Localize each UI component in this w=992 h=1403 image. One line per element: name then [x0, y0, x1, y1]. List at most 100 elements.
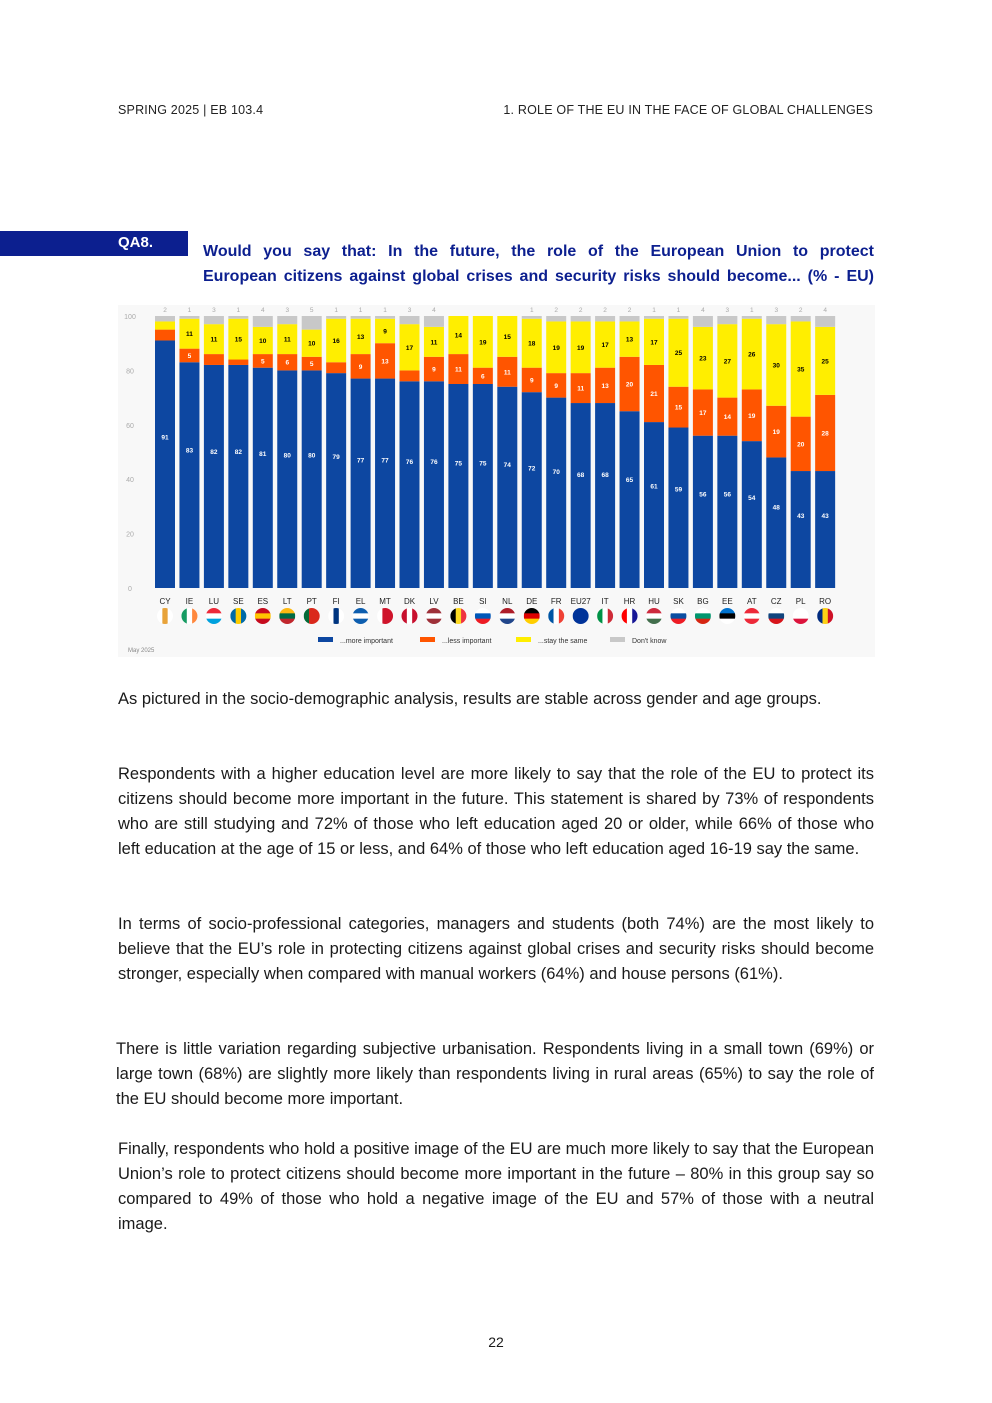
data-label: 25: [822, 358, 830, 365]
bar-segment-EL-1: [350, 354, 371, 379]
data-label: 56: [699, 492, 707, 499]
data-label: 80: [284, 452, 292, 459]
flag-icon-CY: [157, 608, 173, 624]
bar-segment-LT-0: [277, 370, 298, 588]
flag-icon-HU: [646, 608, 662, 624]
bar-segment-SI-1: [472, 367, 493, 384]
data-label: 75: [479, 461, 487, 468]
data-label: 35: [797, 367, 805, 374]
dont-know-label: 2: [579, 307, 583, 314]
legend-label: ...stay the same: [538, 638, 588, 645]
data-label: 26: [748, 352, 756, 359]
flag-icon-LV: [425, 608, 442, 624]
bar-segment-AT-3: [741, 316, 762, 319]
dont-know-label: 2: [628, 307, 632, 314]
header-right: 1. ROLE OF THE EU IN THE FACE OF GLOBAL …: [503, 103, 873, 117]
bar-segment-LV-2: [423, 326, 444, 357]
bar-segment-SK-1: [668, 386, 689, 428]
data-label: 19: [479, 339, 487, 346]
legend-label: ...less important: [442, 638, 491, 645]
data-label: 17: [406, 345, 414, 352]
legend-label: Don't know: [632, 638, 667, 645]
dont-know-label: 2: [554, 307, 558, 314]
flag-icon-SI: [474, 608, 491, 624]
bar-segment-AT-2: [741, 318, 762, 390]
bar-segment-EL-3: [350, 316, 371, 319]
bar-segment-BG-0: [692, 435, 713, 588]
bar-segment-MT-2: [375, 318, 396, 344]
data-label: 77: [381, 457, 389, 464]
flag-icon-IT: [597, 608, 614, 624]
bar-segment-LV-0: [423, 381, 444, 588]
bar-segment-PT-0: [301, 370, 322, 588]
data-label: 13: [601, 383, 609, 390]
data-label: 48: [773, 505, 781, 512]
bar-segment-MT-1: [375, 343, 396, 379]
flag-icon-BG: [694, 608, 711, 624]
data-label: 9: [359, 364, 363, 371]
legend-swatch: [516, 637, 531, 642]
flag-icon-DE: [523, 608, 540, 624]
paragraph-1: As pictured in the socio-demographic ana…: [118, 690, 822, 708]
bar-segment-SK-3: [668, 316, 689, 319]
flag-icon-SE: [230, 608, 247, 624]
bar-segment-HU-0: [644, 422, 664, 588]
bar-segment-CY-0: [155, 340, 175, 588]
data-label: 20: [626, 382, 634, 389]
question-line-2: European citizens against global crises …: [203, 268, 874, 285]
bar-segment-HU-1: [644, 364, 664, 423]
flag-icon-FR: [548, 608, 565, 624]
bar-segment-FI-0: [326, 373, 347, 588]
data-label: 76: [430, 459, 438, 466]
bar-segment-PL-2: [790, 321, 811, 417]
bar-segment-HU-2: [644, 318, 664, 365]
data-label: 81: [259, 451, 267, 458]
data-label: 19: [773, 429, 781, 436]
data-label: 13: [626, 337, 634, 344]
bar-segment-PL-3: [790, 316, 811, 322]
flag-icon-HR: [621, 608, 638, 624]
flag-icon-EL: [352, 608, 369, 624]
bar-segment-PT-2: [301, 329, 322, 357]
data-label: 9: [554, 383, 558, 390]
category-label: FI: [333, 597, 340, 606]
bar-segment-LU-0: [203, 364, 224, 588]
category-label: CY: [159, 597, 171, 606]
bar-segment-EE-0: [717, 435, 738, 588]
data-label: 11: [210, 337, 217, 344]
bar-segment-IT-0: [595, 403, 616, 588]
data-label: 11: [284, 337, 291, 344]
flag-icon-DK: [401, 608, 418, 624]
dont-know-label: 1: [188, 307, 192, 314]
data-label: 13: [357, 334, 365, 341]
data-label: 15: [504, 334, 512, 341]
category-label: EL: [356, 597, 366, 606]
bar-segment-FI-3: [326, 316, 347, 319]
dont-know-label: 1: [359, 307, 363, 314]
category-label: LT: [283, 597, 292, 606]
dont-know-label: 2: [163, 307, 167, 314]
bar-segment-MT-0: [375, 378, 396, 588]
flag-icon-LU: [205, 608, 222, 624]
flag-icon-CZ: [768, 608, 785, 624]
bar-segment-AT-0: [741, 441, 762, 588]
dont-know-label: 1: [530, 307, 534, 314]
legend-swatch: [420, 637, 435, 642]
y-tick-label: 100: [124, 314, 136, 321]
bar-segment-ES-2: [252, 326, 273, 355]
bar-segment-EU27-1: [570, 373, 591, 404]
legend-swatch: [318, 637, 333, 642]
flag-icon-IE: [181, 608, 198, 624]
bar-segment-NL-0: [497, 386, 518, 588]
data-label: 70: [553, 469, 561, 476]
data-label: 9: [432, 367, 436, 374]
chart-note: May 2025: [128, 648, 155, 654]
data-label: 43: [822, 513, 830, 520]
bar-segment-DE-1: [521, 367, 542, 393]
paragraph-4: There is little variation regarding subj…: [116, 1040, 874, 1108]
bar-segment-FR-0: [546, 397, 567, 588]
data-label: 23: [699, 356, 707, 363]
bar-segment-LU-3: [203, 316, 224, 325]
bar-segment-DE-2: [521, 318, 542, 368]
category-label: LU: [209, 597, 219, 606]
